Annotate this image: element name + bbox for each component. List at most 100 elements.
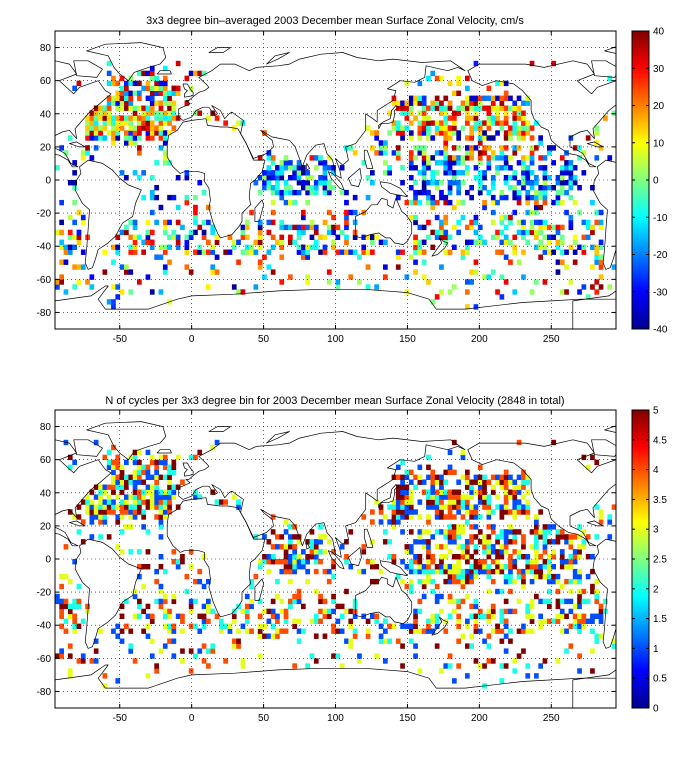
cycles-bin-cell: [516, 568, 522, 575]
velocity-bin-cell: [439, 150, 444, 156]
velocity-bin-cell: [313, 165, 319, 171]
velocity-bin-cell: [469, 269, 474, 275]
cycles-bin-cell: [400, 514, 405, 520]
cycles-bin-cell: [568, 539, 574, 545]
cycles-bin-cell: [408, 479, 414, 485]
velocity-bin-cell: [477, 185, 483, 191]
velocity-bin-cell: [594, 244, 600, 250]
cycles-bin-cell: [111, 469, 116, 475]
cycles-bin-cell: [460, 578, 466, 585]
velocity-bin-cell: [452, 110, 457, 116]
cycles-bin-cell: [154, 479, 159, 485]
velocity-bin-cell: [115, 115, 121, 121]
cycles-bin-cell: [370, 578, 375, 585]
cycles-bin-cell: [559, 529, 565, 535]
cycles-bin-cell: [171, 653, 177, 659]
cycles-bin-cell: [456, 559, 461, 565]
cycles-bin-cell: [503, 474, 509, 480]
cycles-bin-cell: [598, 519, 604, 525]
velocity-bin-cell: [465, 145, 470, 151]
cycles-bin-cell: [59, 603, 64, 610]
velocity-bin-cell: [495, 130, 500, 136]
velocity-bin-cell: [154, 75, 159, 82]
velocity-bin-cell: [456, 145, 461, 151]
x-tick-label: -50: [113, 713, 128, 724]
cycles-bin-cell: [460, 499, 466, 505]
cycles-bin-cell: [529, 618, 535, 624]
cycles-bin-cell: [400, 484, 405, 490]
cycles-bin-cell: [572, 554, 578, 560]
velocity-bin-cell: [184, 170, 190, 176]
y-tick-label: 40: [40, 488, 52, 499]
velocity-bin-cell: [542, 175, 548, 181]
cycles-bin-cell: [141, 564, 146, 570]
velocity-bin-cell: [413, 189, 418, 196]
velocity-bin-cell: [590, 199, 595, 206]
velocity-bin-cell: [443, 214, 449, 221]
cycles-bin-cell: [434, 544, 440, 550]
velocity-bin-cell: [594, 219, 600, 226]
cycles-bin-cell: [611, 643, 616, 649]
cycles-bin-cell: [465, 499, 470, 505]
velocity-bin-cell: [534, 145, 539, 151]
cycles-bin-cell: [370, 509, 375, 515]
cycles-bin-cell: [417, 668, 423, 674]
velocity-bin-cell: [465, 244, 470, 250]
velocity-bin-cell: [279, 194, 285, 201]
velocity-bin-cell: [279, 189, 285, 196]
cycles-bin-cell: [413, 484, 418, 490]
cycles-bin-cell: [568, 598, 574, 605]
velocity-bin-cell: [292, 175, 297, 181]
cycles-bin-cell: [85, 504, 90, 510]
velocity-bin-cell: [430, 204, 436, 211]
velocity-bin-cell: [469, 150, 474, 156]
velocity-bin-cell: [331, 185, 336, 191]
cycles-bin-cell: [542, 598, 548, 605]
cycles-bin-cell: [288, 539, 293, 545]
cycles-bin-cell: [534, 564, 539, 570]
velocity-bin-cell: [175, 85, 181, 91]
colorbar-tick-label: 3: [653, 525, 659, 536]
velocity-bin-cell: [503, 175, 509, 181]
velocity-bin-cell: [404, 274, 410, 280]
cycles-bin-cell: [231, 618, 237, 624]
cycles-bin-cell: [296, 539, 302, 545]
cycles-bin-cell: [426, 623, 431, 629]
cycles-bin-cell: [439, 544, 444, 550]
velocity-bin-cell: [486, 274, 492, 280]
cycles-bin-cell: [67, 643, 73, 649]
velocity-bin-cell: [395, 194, 401, 201]
cycles-bin-cell: [80, 653, 86, 659]
cycles-bin-cell: [456, 554, 461, 560]
velocity-bin-cell: [534, 209, 539, 216]
y-tick-label: 20: [40, 142, 52, 153]
velocity-bin-cell: [141, 239, 146, 245]
velocity-bin-cell: [59, 219, 64, 226]
velocity-bin-cell: [465, 304, 470, 310]
cycles-bin-cell: [266, 633, 272, 639]
cycles-bin-cell: [465, 623, 470, 629]
cycles-bin-cell: [137, 564, 142, 570]
cycles-bin-cell: [486, 514, 492, 520]
cycles-bin-cell: [408, 494, 414, 500]
cycles-bin-cell: [460, 529, 466, 535]
velocity-bin-cell: [89, 125, 95, 131]
greenland-outline: [86, 42, 167, 82]
cycles-bin-cell: [374, 613, 379, 619]
cycles-bin-cell: [547, 529, 552, 535]
cycles-bin-cell: [309, 653, 315, 659]
velocity-bin-cell: [473, 219, 479, 226]
cycles-bin-cell: [352, 613, 358, 619]
cycles-bin-cell: [447, 573, 453, 580]
velocity-bin-cell: [508, 95, 513, 101]
velocity-bin-cell: [568, 160, 574, 166]
cycles-bin-cell: [426, 494, 431, 500]
velocity-bin-cell: [607, 284, 613, 290]
velocity-bin-cell: [456, 75, 461, 82]
velocity-bin-cell: [331, 244, 336, 250]
cycles-bin-cell: [477, 499, 483, 505]
velocity-bin-cell: [72, 185, 77, 191]
velocity-bin-cell: [270, 209, 276, 216]
cycles-bin-cell: [128, 494, 134, 500]
cycles-bin-cell: [383, 529, 388, 535]
